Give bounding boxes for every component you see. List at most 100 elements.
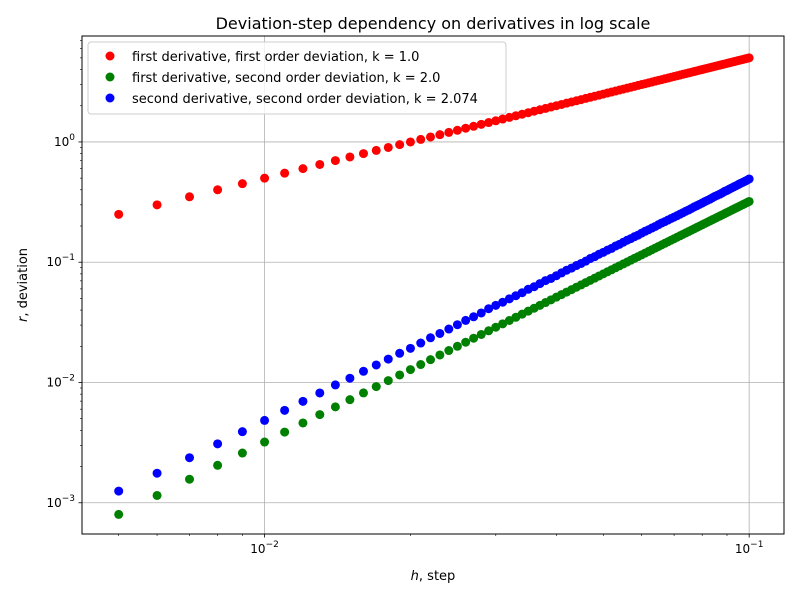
data-point xyxy=(152,200,162,210)
data-point xyxy=(152,468,162,478)
series-second-order xyxy=(114,196,754,519)
y-tick-label: 10−3 xyxy=(46,494,75,510)
data-point xyxy=(371,145,381,155)
data-point xyxy=(476,329,486,339)
y-tick-exponent: 0 xyxy=(69,133,75,143)
data-point xyxy=(280,405,290,415)
data-point xyxy=(237,427,247,437)
data-point xyxy=(152,490,162,500)
x-tick-base: 10 xyxy=(250,542,265,556)
data-point xyxy=(345,395,355,405)
data-point xyxy=(371,360,381,370)
data-point xyxy=(744,53,754,63)
y-axis-label: r, deviation xyxy=(16,248,31,322)
data-point xyxy=(237,448,247,458)
legend-marker-second-order xyxy=(105,72,115,82)
x-tick-base: 10 xyxy=(735,542,750,556)
data-point xyxy=(358,366,368,376)
data-point xyxy=(426,132,436,142)
data-point xyxy=(435,328,445,338)
data-point xyxy=(484,326,494,336)
data-point xyxy=(315,388,325,398)
data-point xyxy=(426,355,436,365)
chart-title: Deviation-step dependency on derivatives… xyxy=(216,14,651,33)
data-point xyxy=(330,402,340,412)
data-point xyxy=(498,297,508,307)
grid xyxy=(82,36,784,534)
y-tick-exponent: −1 xyxy=(62,253,75,263)
data-point xyxy=(405,343,415,353)
data-point xyxy=(435,130,445,140)
data-point xyxy=(345,373,355,383)
data-point xyxy=(260,415,270,425)
data-point xyxy=(185,453,195,463)
plot-area xyxy=(81,35,785,535)
y-tick-exponent: −3 xyxy=(62,494,75,504)
y-tick-base: 10 xyxy=(46,255,61,269)
y-tick-base: 10 xyxy=(54,135,69,149)
data-point xyxy=(435,350,445,360)
data-point xyxy=(260,173,270,183)
data-point xyxy=(395,140,405,150)
y-axis-variable: r xyxy=(16,315,31,322)
data-point xyxy=(383,376,393,386)
y-tick-label: 10−1 xyxy=(46,253,75,269)
data-point xyxy=(426,333,436,343)
data-point xyxy=(416,360,426,370)
legend-label-second-derivative: second derivative, second order deviatio… xyxy=(132,92,478,107)
data-point xyxy=(476,119,486,129)
data-point xyxy=(280,168,290,178)
data-point xyxy=(213,460,223,470)
data-point xyxy=(484,118,494,128)
x-axis-variable: h xyxy=(411,569,419,584)
series-layer xyxy=(114,53,754,519)
legend-label-first-order: first derivative, first order deviation,… xyxy=(132,50,419,65)
data-point xyxy=(461,315,471,325)
data-point xyxy=(237,179,247,189)
legend: first derivative, first order deviation,… xyxy=(87,41,507,115)
data-point xyxy=(185,192,195,202)
x-axis-label: h, step xyxy=(411,569,456,584)
legend-label-second-order: first derivative, second order deviation… xyxy=(132,71,440,86)
data-point xyxy=(452,341,462,351)
data-point xyxy=(371,382,381,392)
legend-marker-first-order xyxy=(105,51,115,61)
data-point xyxy=(405,137,415,147)
x-tick-label: 10−2 xyxy=(250,540,279,556)
y-axis-label-text: , deviation xyxy=(16,248,31,317)
data-point xyxy=(383,142,393,152)
legend-box xyxy=(87,41,507,115)
data-point xyxy=(498,319,508,329)
data-point xyxy=(461,337,471,347)
y-tick-base: 10 xyxy=(46,375,61,389)
y-tick-label: 100 xyxy=(54,133,75,149)
data-point xyxy=(416,134,426,144)
data-point xyxy=(469,312,479,322)
x-tick-exponent: −2 xyxy=(266,540,279,550)
data-point xyxy=(383,354,393,364)
data-point xyxy=(476,308,486,318)
x-axis: 10−2 10−1 xyxy=(118,534,763,556)
data-point xyxy=(469,121,479,131)
data-point xyxy=(395,348,405,358)
data-point xyxy=(358,388,368,398)
x-axis-label-text: , step xyxy=(419,569,455,584)
series-second-derivative xyxy=(114,174,754,496)
series-first-order xyxy=(114,53,754,219)
y-tick-exponent: −2 xyxy=(62,373,75,383)
data-point xyxy=(452,320,462,330)
data-point xyxy=(298,396,308,406)
data-point xyxy=(491,116,501,126)
data-point xyxy=(444,127,454,137)
data-point xyxy=(315,410,325,420)
data-point xyxy=(358,149,368,159)
data-point xyxy=(330,380,340,390)
data-point xyxy=(416,338,426,348)
data-point xyxy=(469,333,479,343)
legend-marker-second-derivative xyxy=(105,93,115,103)
y-tick-label: 10−2 xyxy=(46,373,75,389)
data-point xyxy=(744,174,754,184)
data-point xyxy=(185,474,195,484)
data-point xyxy=(213,185,223,195)
